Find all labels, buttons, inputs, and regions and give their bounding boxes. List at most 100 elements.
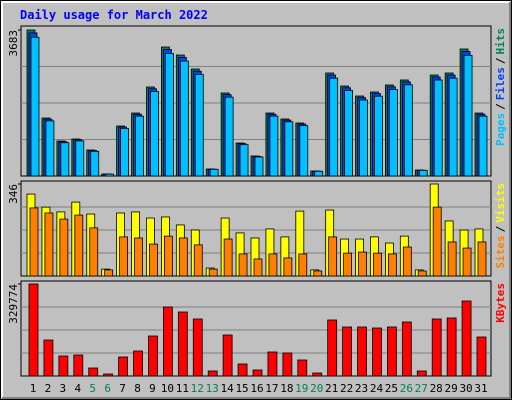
bar [477,241,487,277]
bar [194,73,204,177]
bar [447,241,457,277]
bar [328,236,338,277]
bar [417,270,427,277]
bar [135,115,144,177]
bar [223,238,233,277]
x-tick-label: 5 [89,382,96,395]
bar [44,212,54,277]
y-tick-label: 346 [7,184,20,204]
bar [387,253,397,277]
x-tick-label: 28 [430,382,443,395]
legend: KBytes [494,283,507,323]
x-tick-label: 14 [221,382,235,395]
bar [253,258,263,277]
x-tick-label: 3 [60,382,67,395]
bar [222,334,233,377]
bar [45,120,55,177]
bar [342,326,353,377]
legend-separator: / [494,103,507,110]
bar [373,252,382,277]
bar [402,246,412,277]
bar [446,317,457,377]
bar [192,318,203,377]
x-tick-label: 1 [30,382,37,395]
bar [327,319,338,377]
bar [476,336,487,377]
y-tick-label: 329774 [7,284,20,324]
x-tick-label: 26 [400,382,413,395]
bar [329,77,339,177]
bar [268,253,278,277]
x-tick-label: 15 [235,382,248,395]
x-tick-label: 20 [310,382,323,395]
bar [298,253,308,277]
bar [359,99,368,177]
bar [74,214,84,277]
bar [150,91,159,177]
bar [208,268,218,277]
x-tick-label: 13 [206,382,219,395]
x-tick-label: 30 [459,382,472,395]
bar [89,227,99,277]
x-tick-label: 12 [191,382,204,395]
bar [372,327,382,377]
bar [462,247,472,277]
bar [297,359,308,377]
bar [252,369,263,377]
x-tick-label: 17 [265,382,278,395]
bar [403,84,413,177]
x-tick-label: 16 [250,382,263,395]
bar [358,251,367,277]
bar [299,125,309,177]
bar [119,236,128,277]
bar [149,243,158,277]
bar [148,335,158,377]
bar [29,207,39,277]
x-tick-label: 7 [119,382,126,395]
x-tick-label: 8 [134,382,141,395]
bar [267,351,278,377]
bar [463,54,473,177]
x-tick-label: 6 [104,382,111,395]
bar [163,235,173,277]
bar [461,300,472,377]
y-tick-label: 3683 [7,30,20,57]
legend-separator: / [494,57,507,64]
bar [374,95,383,177]
bar [133,350,143,377]
bar [134,237,143,277]
bar [237,363,248,377]
bar [448,77,458,177]
bar [58,355,69,377]
x-tick-label: 19 [295,382,308,395]
x-tick-label: 2 [45,382,52,395]
bar [209,168,219,177]
x-tick-label: 11 [176,382,189,395]
legend: Sites / Visits [494,183,507,269]
legend: Pages / Files / Hits [494,28,507,146]
bar [343,252,353,277]
legend-entry: Visits [494,183,507,223]
chart-title: Daily usage for March 2022 [20,8,208,22]
bar [433,79,443,177]
bar [314,170,324,177]
x-tick-label: 10 [161,382,174,395]
bar [162,306,173,377]
x-tick-label: 18 [280,382,293,395]
bar [283,257,293,277]
bar [431,318,442,377]
bar [90,150,100,177]
bar [284,121,294,177]
x-tick-label: 21 [325,382,338,395]
bar [103,373,114,377]
bar [269,115,279,177]
bar [30,36,40,177]
bar [43,339,54,377]
bar [207,370,218,377]
bar [478,115,488,177]
legend-entry: Hits [494,28,507,55]
bar [73,354,84,377]
bar [75,140,85,177]
